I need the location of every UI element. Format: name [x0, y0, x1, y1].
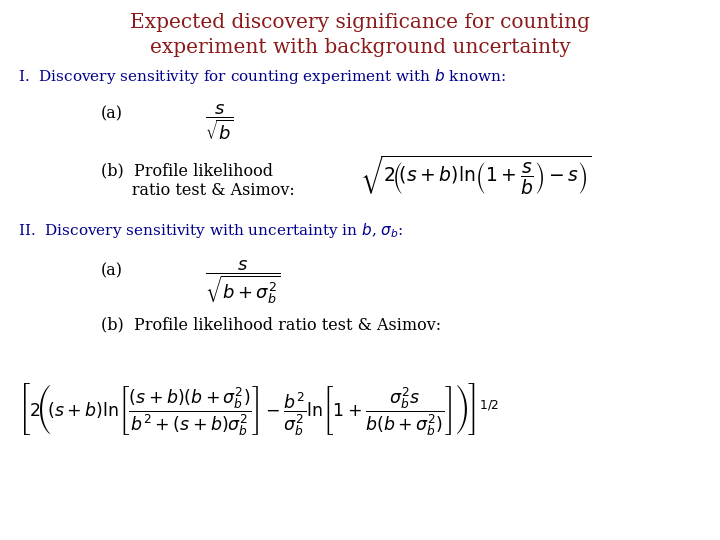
Text: $\dfrac{s}{\sqrt{b}}$: $\dfrac{s}{\sqrt{b}}$: [205, 103, 234, 143]
Text: (a): (a): [101, 105, 123, 122]
Text: (b)  Profile likelihood ratio test & Asimov:: (b) Profile likelihood ratio test & Asim…: [101, 316, 441, 333]
Text: I.  Discovery sensitivity for counting experiment with $b$ known:: I. Discovery sensitivity for counting ex…: [18, 68, 505, 86]
Text: Expected discovery significance for counting: Expected discovery significance for coun…: [130, 14, 590, 32]
Text: $\sqrt{2\!\left(\!(s+b)\ln\!\left(1+\dfrac{s}{b}\right)-s\right)}$: $\sqrt{2\!\left(\!(s+b)\ln\!\left(1+\dfr…: [360, 154, 592, 197]
Text: II.  Discovery sensitivity with uncertainty in $b$, $\sigma_b$:: II. Discovery sensitivity with uncertain…: [18, 221, 403, 240]
Text: $\dfrac{s}{\sqrt{b+\sigma_b^2}}$: $\dfrac{s}{\sqrt{b+\sigma_b^2}}$: [205, 259, 281, 307]
Text: experiment with background uncertainty: experiment with background uncertainty: [150, 38, 570, 57]
Text: $\left[2\!\left(\!(s+b)\ln\!\left[\dfrac{(s+b)(b+\sigma_b^2)}{b^2+(s+b)\sigma_b^: $\left[2\!\left(\!(s+b)\ln\!\left[\dfrac…: [18, 381, 499, 437]
Text: (b)  Profile likelihood
      ratio test & Asimov:: (b) Profile likelihood ratio test & Asim…: [101, 162, 294, 199]
Text: (a): (a): [101, 262, 123, 279]
